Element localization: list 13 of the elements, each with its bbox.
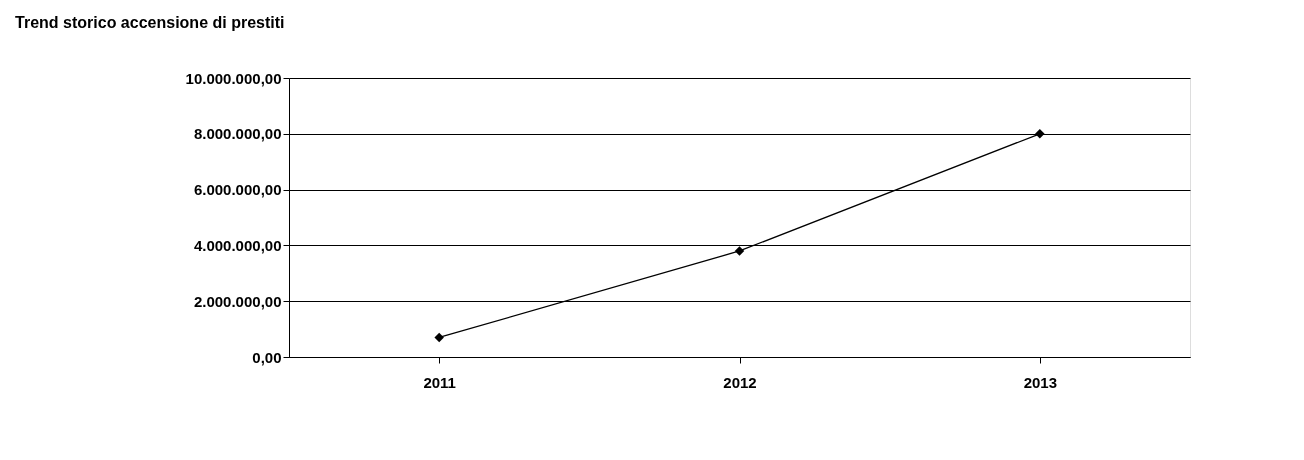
y-tick-label: 6.000.000,00 (193, 181, 282, 199)
point (1035, 129, 1045, 139)
y-tick-label: 4.000.000,00 (193, 236, 282, 254)
point (734, 246, 745, 256)
y-tick-label: 2.000.000,00 (193, 292, 282, 310)
y-tick-label: 10.000.000,00 (185, 69, 282, 87)
y-tick-label: 8.000.000,00 (193, 125, 282, 143)
point (434, 332, 444, 343)
x-tick-label: 2012 (723, 373, 757, 391)
text: Trend storico accensione di prestiti (15, 14, 285, 31)
x-tick-label: 2011 (423, 373, 456, 391)
x-tick-label: 2013 (1023, 373, 1058, 391)
y-tick-label: 0,00 (252, 348, 282, 366)
